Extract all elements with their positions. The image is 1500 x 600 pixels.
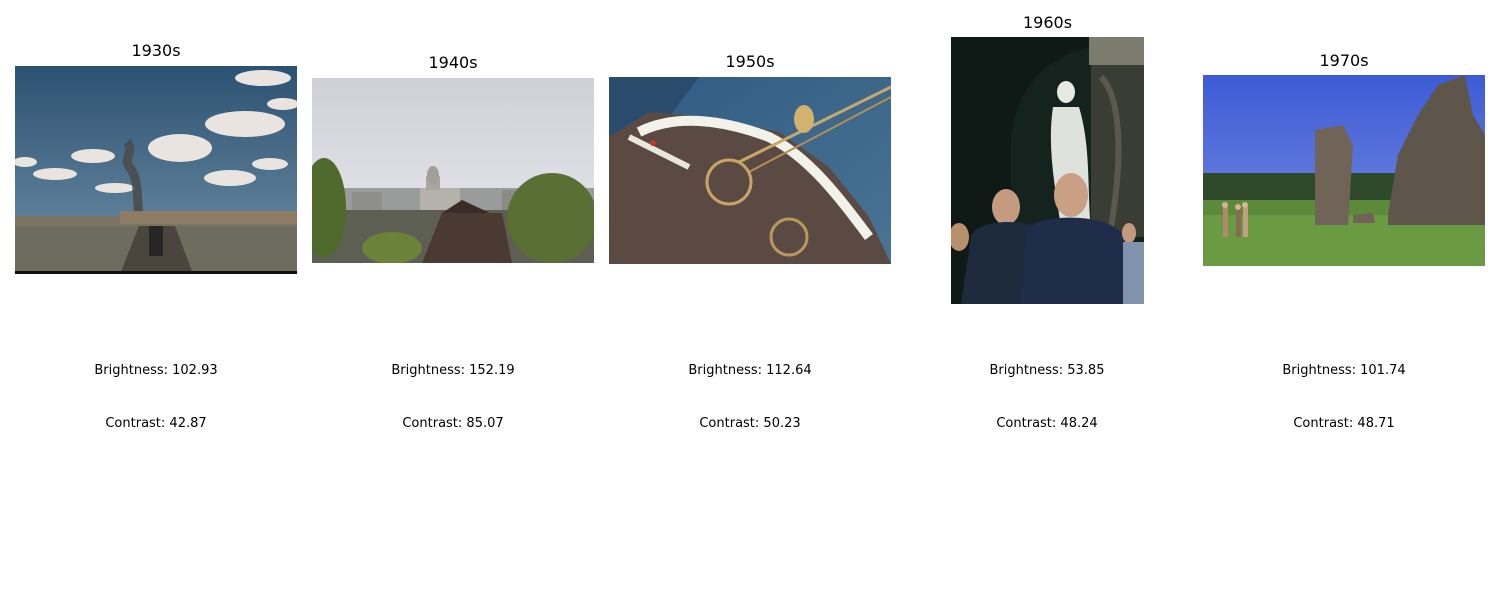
- brightness-value-1970s: Brightness: 101.74: [1282, 363, 1406, 378]
- contrast-value-1930s: Contrast: 42.87: [105, 416, 207, 431]
- contrast-value-1970s: Contrast: 48.71: [1293, 416, 1395, 431]
- contrast-value-1950s: Contrast: 50.23: [699, 416, 801, 431]
- panel-title-1970s: 1970s: [1319, 51, 1369, 70]
- photo-1940s-city-capitol: [312, 78, 594, 263]
- panel-title-1960s: 1960s: [1022, 13, 1073, 32]
- brightness-value-1930s: Brightness: 102.93: [94, 363, 218, 378]
- brightness-value-1950s: Brightness: 112.64: [688, 363, 812, 378]
- brightness-value-1960s: Brightness: 53.85: [989, 363, 1105, 378]
- photo-1950s-boat-sea: [609, 77, 891, 264]
- photo-1930s-train-landscape: [15, 66, 297, 274]
- contrast-value-1960s: Contrast: 48.24: [996, 416, 1098, 431]
- brightness-value-1940s: Brightness: 152.19: [391, 363, 515, 378]
- panel-title-1950s: 1950s: [725, 52, 775, 71]
- contrast-value-1940s: Contrast: 85.07: [402, 416, 504, 431]
- panel-title-1940s: 1940s: [428, 53, 478, 72]
- photo-1970s-castle-ruins: [1203, 75, 1485, 266]
- panel-title-1930s: 1930s: [131, 41, 181, 60]
- photo-1960s-statue-museum: [951, 37, 1144, 304]
